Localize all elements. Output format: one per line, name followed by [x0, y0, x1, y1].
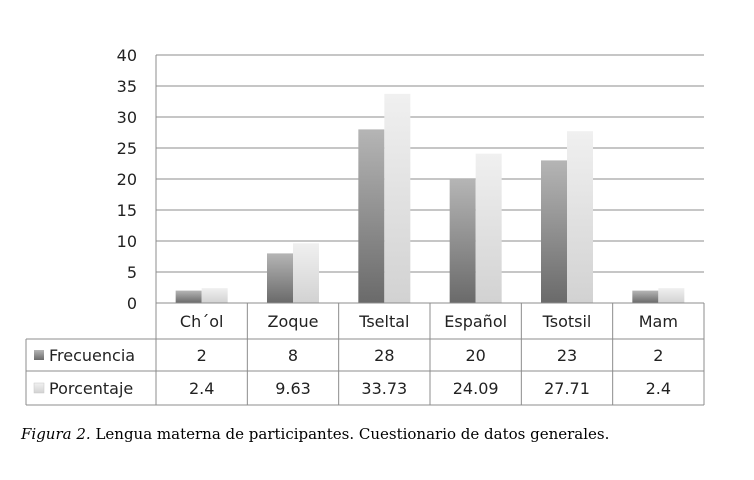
y-tick-label: 5	[127, 263, 137, 282]
caption-text: Lengua materna de participantes. Cuestio…	[90, 425, 610, 443]
y-tick-label: 40	[117, 46, 137, 65]
category-label: Ch´ol	[180, 312, 224, 331]
bar-frecuencia	[267, 253, 293, 303]
bar-porcentaje	[293, 243, 319, 303]
y-tick-label: 35	[117, 77, 137, 96]
legend-swatch	[33, 382, 45, 394]
figure-label: Figura 2.	[21, 425, 91, 443]
y-tick-label: 10	[117, 232, 137, 251]
bar-frecuencia	[449, 179, 476, 303]
y-tick-label: 15	[117, 201, 137, 220]
y-axis-ticks: 0 5 10 15 20 25 30 35 40	[117, 46, 137, 313]
legend-label: Frecuencia	[49, 346, 135, 365]
data-label: 2.4	[646, 379, 671, 398]
bar-porcentaje	[201, 288, 228, 303]
category-label: Tsotsil	[542, 312, 592, 331]
data-table: Ch´ol Zoque Tseltal Español Tsotsil Mam Frecue…	[25, 302, 705, 406]
data-label: 2	[197, 346, 207, 365]
data-label: 33.73	[361, 379, 407, 398]
data-label: 9.63	[275, 379, 311, 398]
y-tick-label: 30	[117, 108, 137, 127]
y-tick-label: 20	[117, 170, 137, 189]
bar-frecuencia	[358, 129, 385, 303]
data-label: 28	[374, 346, 394, 365]
bar-frecuencia	[175, 290, 202, 303]
y-tick-label: 0	[127, 294, 137, 313]
category-label: Mam	[639, 312, 678, 331]
y-tick-label: 25	[117, 139, 137, 158]
legend-label: Porcentaje	[49, 379, 133, 398]
bars	[175, 93, 685, 304]
data-label: 23	[557, 346, 577, 365]
figure-caption: Figura 2. Lengua materna de participante…	[21, 425, 609, 443]
data-label: 24.09	[453, 379, 499, 398]
category-label: Zoque	[268, 312, 319, 331]
legend-swatch	[34, 350, 44, 360]
data-label: 20	[465, 346, 485, 365]
data-label: 2	[653, 346, 663, 365]
data-label: 8	[288, 346, 298, 365]
bar-frecuencia	[632, 290, 659, 303]
data-label: 27.71	[544, 379, 590, 398]
data-label: 2.4	[189, 379, 214, 398]
bar-porcentaje	[567, 131, 593, 303]
bar-porcentaje	[475, 153, 502, 303]
bar-porcentaje	[658, 288, 685, 303]
bar-porcentaje	[384, 93, 411, 304]
bar-frecuencia	[541, 160, 567, 303]
category-label: Tseltal	[358, 312, 409, 331]
category-label: Español	[444, 312, 507, 331]
gridlines	[155, 54, 704, 303]
bar-chart: 0 5 10 15 20 25 30 35 40 Ch´ol Zoque Tseltal Españo…	[25, 46, 705, 406]
